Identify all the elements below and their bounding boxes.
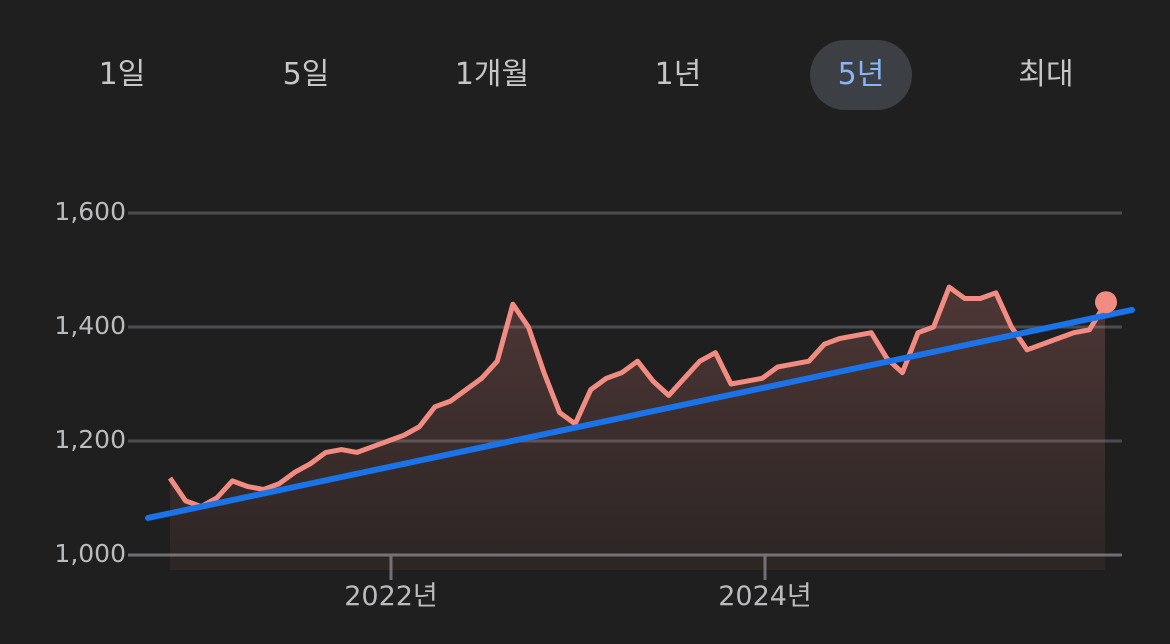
tab-5-year[interactable]: 5년 — [810, 40, 912, 110]
tab-1-day[interactable]: 1일 — [98, 57, 146, 92]
tab-max[interactable]: 최대 — [1018, 57, 1074, 92]
y-tick-1400: 1,400 — [54, 311, 126, 340]
last-price-marker[interactable] — [1095, 291, 1117, 314]
price-area-fill — [170, 287, 1105, 570]
y-tick-1200: 1,200 — [54, 425, 126, 454]
y-tick-1000: 1,000 — [54, 539, 126, 568]
tab-1-year[interactable]: 1년 — [654, 57, 702, 92]
range-tabs: 1일 5일 1개월 1년 5년 최대 — [0, 0, 1170, 150]
y-tick-1600: 1,600 — [54, 197, 126, 226]
price-line — [167, 284, 1108, 510]
x-tick-2022: 2022년 — [344, 581, 438, 612]
tab-5-day[interactable]: 5일 — [282, 57, 330, 92]
x-tick-2024: 2024년 — [718, 581, 812, 612]
trend-line — [145, 306, 1135, 521]
tab-1-month[interactable]: 1개월 — [454, 57, 530, 92]
